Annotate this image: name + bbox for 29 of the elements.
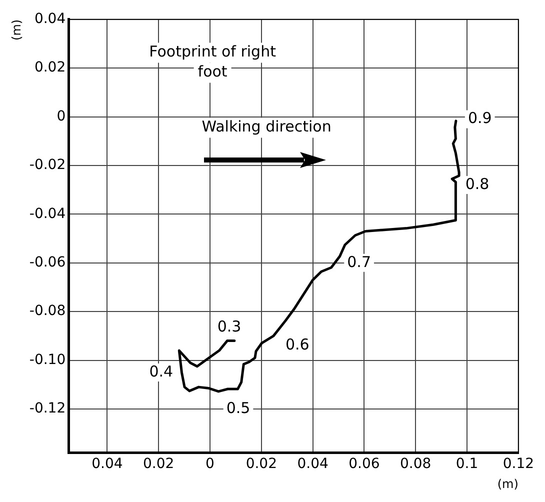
x-tick-label: 0.04 <box>297 456 328 472</box>
y-tick-label: 0.02 <box>34 60 66 76</box>
annotation: Walking direction <box>202 118 332 136</box>
x-tick-label: 0.04 <box>92 456 123 472</box>
y-tick-label: 0.04 <box>34 11 66 28</box>
y-axis-title: (m) <box>9 19 24 40</box>
annotation: 0.6 <box>285 336 310 354</box>
x-tick-label: 0.1 <box>456 456 478 472</box>
y-tick-label: -0.12 <box>29 400 66 417</box>
annotation: Footprint of right foot <box>149 42 276 81</box>
annotation: 0.7 <box>347 252 371 271</box>
y-tick-label: -0.02 <box>29 157 66 174</box>
x-tick-label: 0 <box>206 456 214 472</box>
x-tick-label: 0.02 <box>142 456 174 472</box>
y-tick-label: -0.10 <box>29 352 66 368</box>
x-tick-label: 0.08 <box>400 456 432 472</box>
y-tick-label: -0.08 <box>29 303 66 320</box>
annotation: 0.9 <box>468 109 492 128</box>
annotation: 0.3 <box>217 317 242 336</box>
y-tick-label: -0.04 <box>29 206 66 222</box>
x-tick-label: 0.02 <box>246 456 277 472</box>
annotation: 0.5 <box>226 398 250 417</box>
y-tick-label: -0.06 <box>29 254 66 271</box>
y-tick-label: 0 <box>56 108 66 124</box>
x-tick-label: 0.12 <box>502 456 534 472</box>
annotation: 0.4 <box>149 362 174 380</box>
x-axis-title: (m) <box>497 476 518 491</box>
x-tick-label: 0.06 <box>348 456 380 472</box>
annotation: 0.8 <box>465 174 490 193</box>
